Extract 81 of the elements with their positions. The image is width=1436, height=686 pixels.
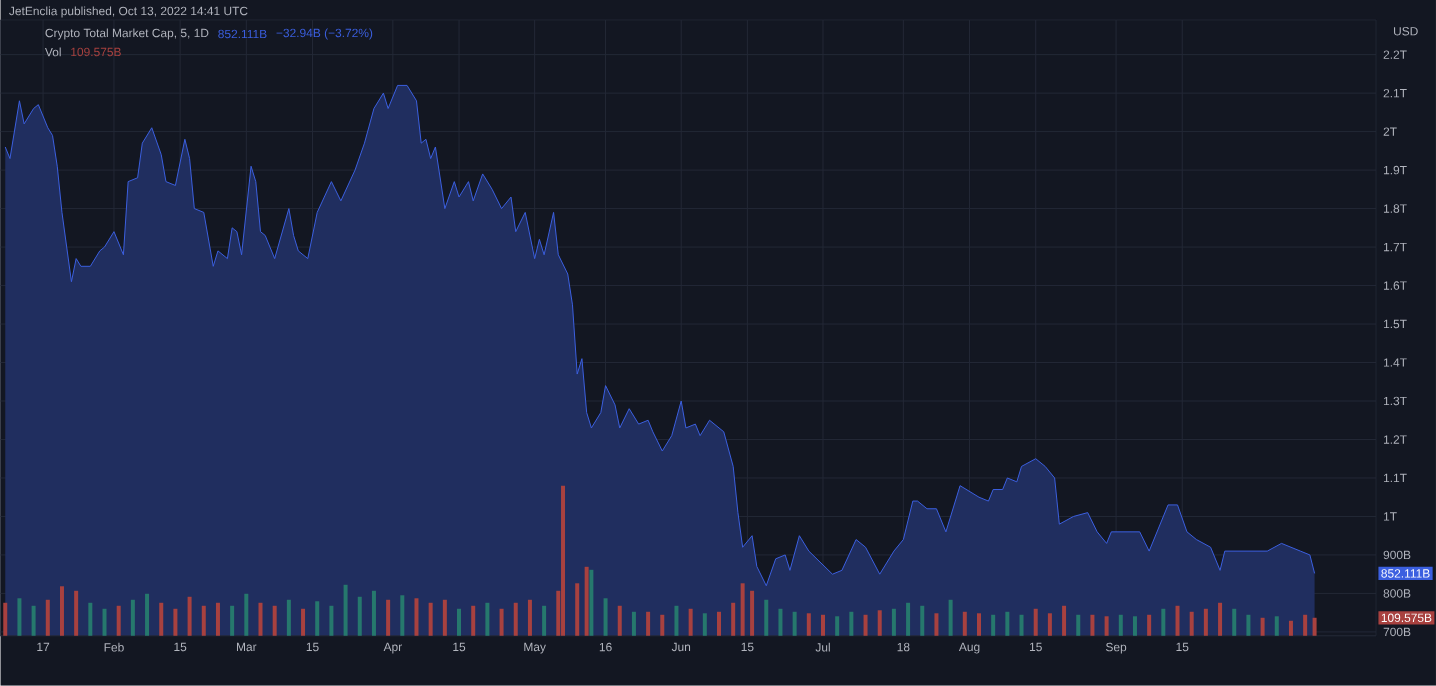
bar [717, 611, 721, 636]
bar [631, 611, 636, 636]
bar [934, 613, 939, 636]
bar [215, 602, 220, 636]
bar [1312, 617, 1317, 636]
bar [750, 590, 755, 636]
bar [561, 485, 566, 636]
bar [702, 613, 707, 636]
bar [920, 605, 925, 636]
bar [948, 599, 953, 636]
bar [617, 605, 622, 636]
bar [778, 608, 783, 636]
bar [1218, 602, 1223, 636]
bar [962, 611, 967, 636]
bar [646, 611, 651, 636]
bar [1288, 620, 1293, 636]
bar [1104, 616, 1109, 636]
bar [485, 602, 490, 636]
bar [1303, 614, 1308, 636]
bar [88, 602, 93, 636]
bar [674, 605, 679, 636]
bar [1118, 614, 1123, 636]
bar [1062, 605, 1067, 636]
bar [116, 605, 121, 636]
bar [74, 590, 79, 636]
bar [386, 599, 391, 636]
bar [891, 608, 896, 636]
bar [371, 590, 376, 636]
bar [1047, 613, 1052, 636]
bar [1076, 614, 1081, 636]
bar [130, 599, 135, 636]
bar [660, 614, 665, 636]
bar [513, 602, 518, 636]
bar [835, 616, 840, 636]
bar [1090, 614, 1095, 636]
bar [584, 566, 589, 636]
bar [414, 598, 419, 636]
bar [806, 613, 811, 636]
bar [1161, 608, 1166, 636]
bar [603, 598, 608, 636]
bar [17, 598, 22, 636]
bar [764, 599, 769, 636]
bar [31, 605, 36, 636]
bar [740, 583, 745, 636]
bar [187, 596, 192, 636]
bar [731, 602, 736, 636]
bar [542, 605, 547, 636]
bar [442, 599, 447, 636]
bar [286, 599, 291, 636]
bar [315, 601, 320, 636]
bar [258, 602, 263, 636]
bar [343, 584, 348, 636]
bar [1147, 614, 1152, 636]
bar [428, 602, 433, 636]
bar [849, 611, 854, 636]
bar [471, 605, 476, 636]
bar [1260, 617, 1265, 636]
bar [1246, 614, 1251, 636]
bar [329, 605, 334, 636]
bar [527, 599, 532, 636]
bar [1005, 611, 1010, 636]
bar [159, 602, 164, 636]
bar [575, 583, 580, 636]
bar [863, 614, 868, 636]
bar [1203, 608, 1208, 636]
bar [1189, 611, 1194, 636]
bar [906, 602, 911, 636]
bar [230, 605, 235, 636]
bar [1274, 616, 1279, 636]
bar [1132, 616, 1137, 636]
bar [301, 608, 306, 636]
bar [145, 593, 150, 636]
bar [457, 608, 462, 636]
bar [59, 586, 64, 636]
bar [792, 611, 797, 636]
bar [173, 608, 178, 636]
bar [991, 614, 996, 636]
bar [272, 605, 277, 636]
bar [499, 608, 504, 636]
bar [1232, 608, 1237, 636]
bar [3, 602, 8, 636]
